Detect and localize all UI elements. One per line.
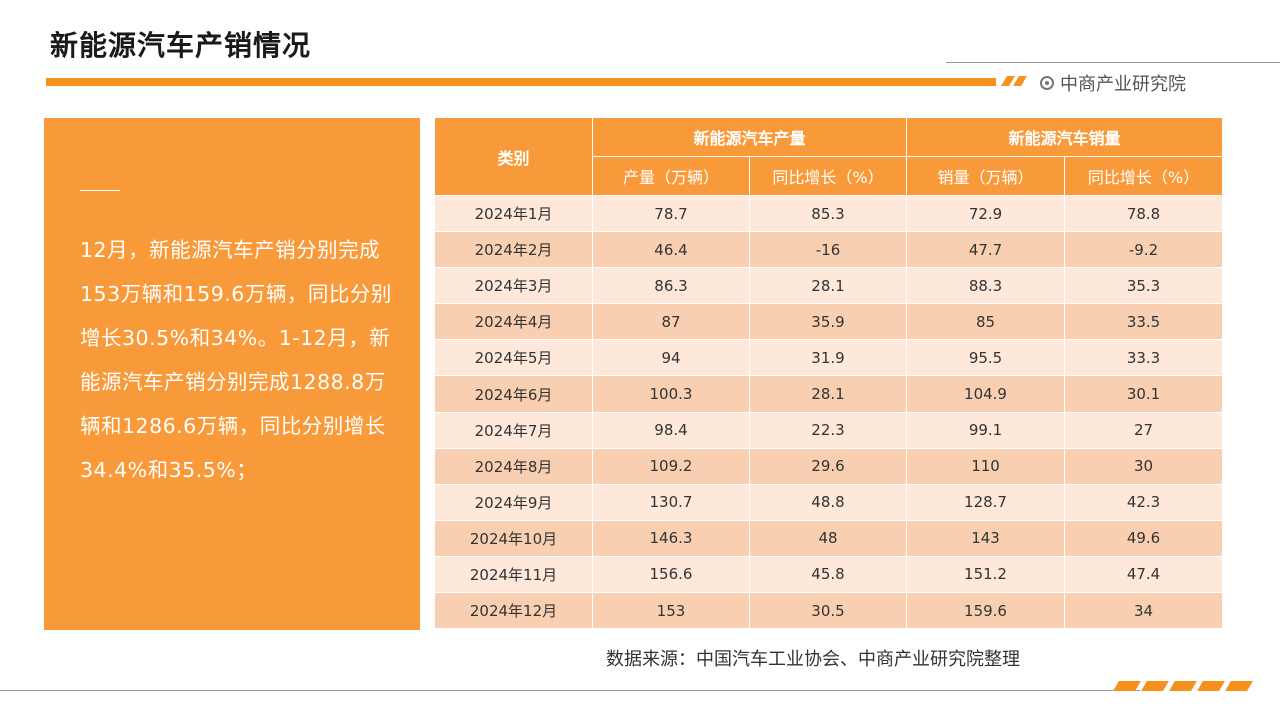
- header-sales-group: 新能源汽车销量: [906, 117, 1224, 157]
- cell-sales-growth: 30.1: [1064, 375, 1224, 413]
- table-row: 2024年1月 78.7 85.3 72.9 78.8: [434, 194, 1224, 233]
- cell-sales: 85: [906, 303, 1066, 341]
- cell-sales: 104.9: [906, 375, 1066, 413]
- cell-production-growth: -16: [748, 231, 908, 269]
- cell-production: 156.6: [592, 555, 750, 594]
- cell-sales-growth: -9.2: [1064, 231, 1224, 269]
- cell-sales: 99.1: [906, 411, 1066, 449]
- table-row: 2024年2月 46.4 -16 47.7 -9.2: [434, 231, 1224, 269]
- cell-month: 2024年5月: [434, 339, 593, 377]
- cell-production: 153: [592, 592, 750, 630]
- header-accent-bar: [46, 78, 996, 86]
- production-sales-table: 类别 新能源汽车产量 新能源汽车销量 产量（万辆） 同比增长（%） 销量（万辆）…: [434, 117, 1224, 630]
- cell-month: 2024年11月: [434, 555, 593, 594]
- cell-month: 2024年7月: [434, 411, 593, 449]
- cell-production-growth: 31.9: [748, 339, 908, 377]
- cell-month: 2024年3月: [434, 267, 593, 305]
- cell-sales-growth: 33.3: [1064, 339, 1224, 377]
- cell-production-growth: 28.1: [748, 267, 908, 305]
- cell-production: 78.7: [592, 194, 750, 233]
- header-slash-decoration: [1000, 76, 1040, 88]
- cell-production-growth: 48.8: [748, 483, 908, 521]
- header-sales-growth: 同比增长（%）: [1064, 156, 1224, 196]
- cell-month: 2024年12月: [434, 592, 593, 630]
- cell-production-growth: 35.9: [748, 303, 908, 341]
- header-sales: 销量（万辆）: [906, 156, 1066, 196]
- cell-production: 86.3: [592, 267, 750, 305]
- cell-sales: 72.9: [906, 194, 1066, 233]
- cell-month: 2024年8月: [434, 447, 593, 485]
- table-header-row: 类别 新能源汽车产量 新能源汽车销量: [434, 117, 1224, 196]
- header-production: 产量（万辆）: [592, 156, 750, 196]
- cell-sales: 110: [906, 447, 1066, 485]
- cell-sales-growth: 27: [1064, 411, 1224, 449]
- cell-sales: 88.3: [906, 267, 1066, 305]
- summary-panel: 12月，新能源汽车产销分别完成153万辆和159.6万辆，同比分别增长30.5%…: [44, 118, 420, 630]
- cell-month: 2024年4月: [434, 303, 593, 341]
- table-row: 2024年8月 109.2 29.6 110 30: [434, 447, 1224, 485]
- cell-sales-growth: 34: [1064, 592, 1224, 630]
- cell-sales-growth: 30: [1064, 447, 1224, 485]
- table-row: 2024年10月 146.3 48 143 49.6: [434, 519, 1224, 557]
- cell-sales: 95.5: [906, 339, 1066, 377]
- cell-production: 146.3: [592, 519, 750, 557]
- brand-logo: 中商产业研究院: [1040, 70, 1186, 96]
- page-title: 新能源汽车产销情况: [50, 29, 312, 62]
- footer-stripe-decoration: [1112, 681, 1253, 693]
- cell-production-growth: 48: [748, 519, 908, 557]
- brand-name: 中商产业研究院: [1060, 74, 1186, 95]
- table-row: 2024年12月 153 30.5 159.6 34: [434, 592, 1224, 630]
- cell-sales: 151.2: [906, 555, 1066, 594]
- summary-divider: [80, 190, 120, 191]
- cell-sales-growth: 35.3: [1064, 267, 1224, 305]
- cell-sales: 143: [906, 519, 1066, 557]
- summary-text: 12月，新能源汽车产销分别完成153万辆和159.6万辆，同比分别增长30.5%…: [80, 238, 392, 482]
- cell-production-growth: 28.1: [748, 375, 908, 413]
- cell-sales: 128.7: [906, 483, 1066, 521]
- table-row: 2024年9月 130.7 48.8 128.7 42.3: [434, 483, 1224, 521]
- table-row: 2024年6月 100.3 28.1 104.9 30.1: [434, 375, 1224, 413]
- cell-sales-growth: 49.6: [1064, 519, 1224, 557]
- cell-production-growth: 30.5: [748, 592, 908, 630]
- cell-month: 2024年9月: [434, 483, 593, 521]
- cell-production: 46.4: [592, 231, 750, 269]
- header-thin-line: [946, 62, 1280, 63]
- cell-month: 2024年1月: [434, 194, 593, 233]
- cell-production: 100.3: [592, 375, 750, 413]
- cell-production-growth: 45.8: [748, 555, 908, 594]
- data-source-note: 数据来源：中国汽车工业协会、中商产业研究院整理: [606, 649, 1020, 670]
- header-production-group: 新能源汽车产量: [591, 117, 908, 157]
- table-row: 2024年7月 98.4 22.3 99.1 27: [434, 411, 1224, 449]
- table-row: 2024年5月 94 31.9 95.5 33.3: [434, 339, 1224, 377]
- header-category: 类别: [434, 117, 593, 196]
- header-production-growth: 同比增长（%）: [748, 156, 908, 196]
- cell-month: 2024年10月: [434, 519, 593, 557]
- cell-production-growth: 85.3: [748, 194, 908, 233]
- cell-sales-growth: 78.8: [1064, 194, 1224, 233]
- footer-line: [0, 690, 1140, 691]
- cell-month: 2024年6月: [434, 375, 593, 413]
- table-row: 2024年4月 87 35.9 85 33.5: [434, 303, 1224, 341]
- cell-production: 130.7: [592, 483, 750, 521]
- cell-sales: 47.7: [906, 231, 1066, 269]
- cell-production: 109.2: [592, 447, 750, 485]
- table-subheader-row: 产量（万辆） 同比增长（%） 销量（万辆） 同比增长（%）: [435, 156, 1224, 196]
- cell-sales: 159.6: [906, 592, 1066, 630]
- cell-sales-growth: 33.5: [1064, 303, 1224, 341]
- cell-sales-growth: 42.3: [1064, 483, 1224, 521]
- cell-production: 87: [592, 303, 750, 341]
- table-row: 2024年11月 156.6 45.8 151.2 47.4: [434, 555, 1224, 594]
- cell-production: 94: [592, 339, 750, 377]
- cell-production: 98.4: [592, 411, 750, 449]
- cell-production-growth: 29.6: [748, 447, 908, 485]
- table-row: 2024年3月 86.3 28.1 88.3 35.3: [434, 267, 1224, 305]
- cell-production-growth: 22.3: [748, 411, 908, 449]
- brand-circle-icon: [1040, 76, 1054, 90]
- cell-month: 2024年2月: [434, 231, 593, 269]
- cell-sales-growth: 47.4: [1064, 555, 1224, 594]
